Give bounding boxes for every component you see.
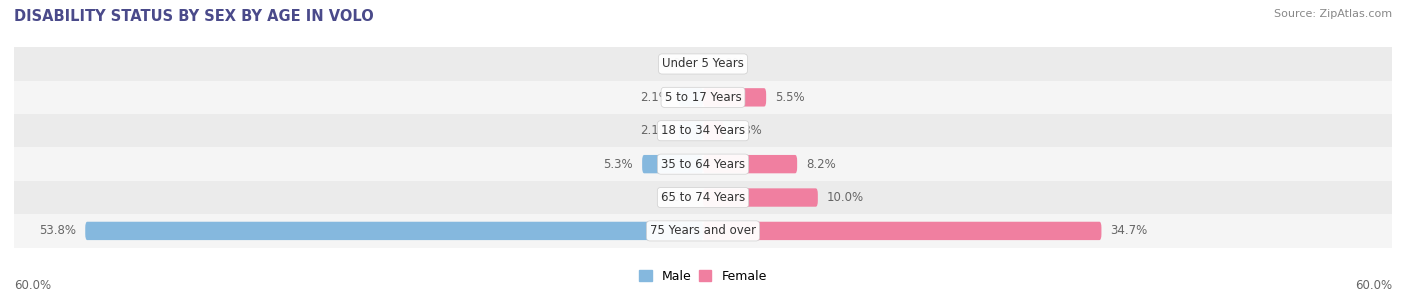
- FancyBboxPatch shape: [679, 122, 703, 140]
- Text: 0.0%: 0.0%: [662, 191, 692, 204]
- Text: 18 to 34 Years: 18 to 34 Years: [661, 124, 745, 137]
- Text: 10.0%: 10.0%: [827, 191, 865, 204]
- Text: 1.8%: 1.8%: [733, 124, 762, 137]
- Text: 5.5%: 5.5%: [775, 91, 806, 104]
- Bar: [14, 114, 1392, 147]
- FancyBboxPatch shape: [703, 122, 724, 140]
- Text: Under 5 Years: Under 5 Years: [662, 57, 744, 71]
- Text: 60.0%: 60.0%: [14, 279, 51, 292]
- Bar: [14, 214, 1392, 248]
- Text: 5.3%: 5.3%: [603, 158, 633, 171]
- Text: Source: ZipAtlas.com: Source: ZipAtlas.com: [1274, 9, 1392, 19]
- FancyBboxPatch shape: [643, 155, 703, 173]
- Text: 53.8%: 53.8%: [39, 224, 76, 237]
- Text: 60.0%: 60.0%: [1355, 279, 1392, 292]
- Text: 2.1%: 2.1%: [640, 124, 669, 137]
- Text: 0.0%: 0.0%: [662, 57, 692, 71]
- Text: 34.7%: 34.7%: [1111, 224, 1147, 237]
- Text: 0.0%: 0.0%: [714, 57, 744, 71]
- FancyBboxPatch shape: [86, 222, 703, 240]
- Text: DISABILITY STATUS BY SEX BY AGE IN VOLO: DISABILITY STATUS BY SEX BY AGE IN VOLO: [14, 9, 374, 24]
- FancyBboxPatch shape: [703, 155, 797, 173]
- Bar: [14, 147, 1392, 181]
- Bar: [14, 181, 1392, 214]
- FancyBboxPatch shape: [703, 88, 766, 106]
- Text: 2.1%: 2.1%: [640, 91, 669, 104]
- Text: 35 to 64 Years: 35 to 64 Years: [661, 158, 745, 171]
- Text: 8.2%: 8.2%: [807, 158, 837, 171]
- Legend: Male, Female: Male, Female: [634, 265, 772, 288]
- Bar: [14, 47, 1392, 81]
- FancyBboxPatch shape: [679, 88, 703, 106]
- FancyBboxPatch shape: [703, 188, 818, 207]
- Text: 65 to 74 Years: 65 to 74 Years: [661, 191, 745, 204]
- Text: 5 to 17 Years: 5 to 17 Years: [665, 91, 741, 104]
- Text: 75 Years and over: 75 Years and over: [650, 224, 756, 237]
- FancyBboxPatch shape: [703, 222, 1101, 240]
- Bar: [14, 81, 1392, 114]
